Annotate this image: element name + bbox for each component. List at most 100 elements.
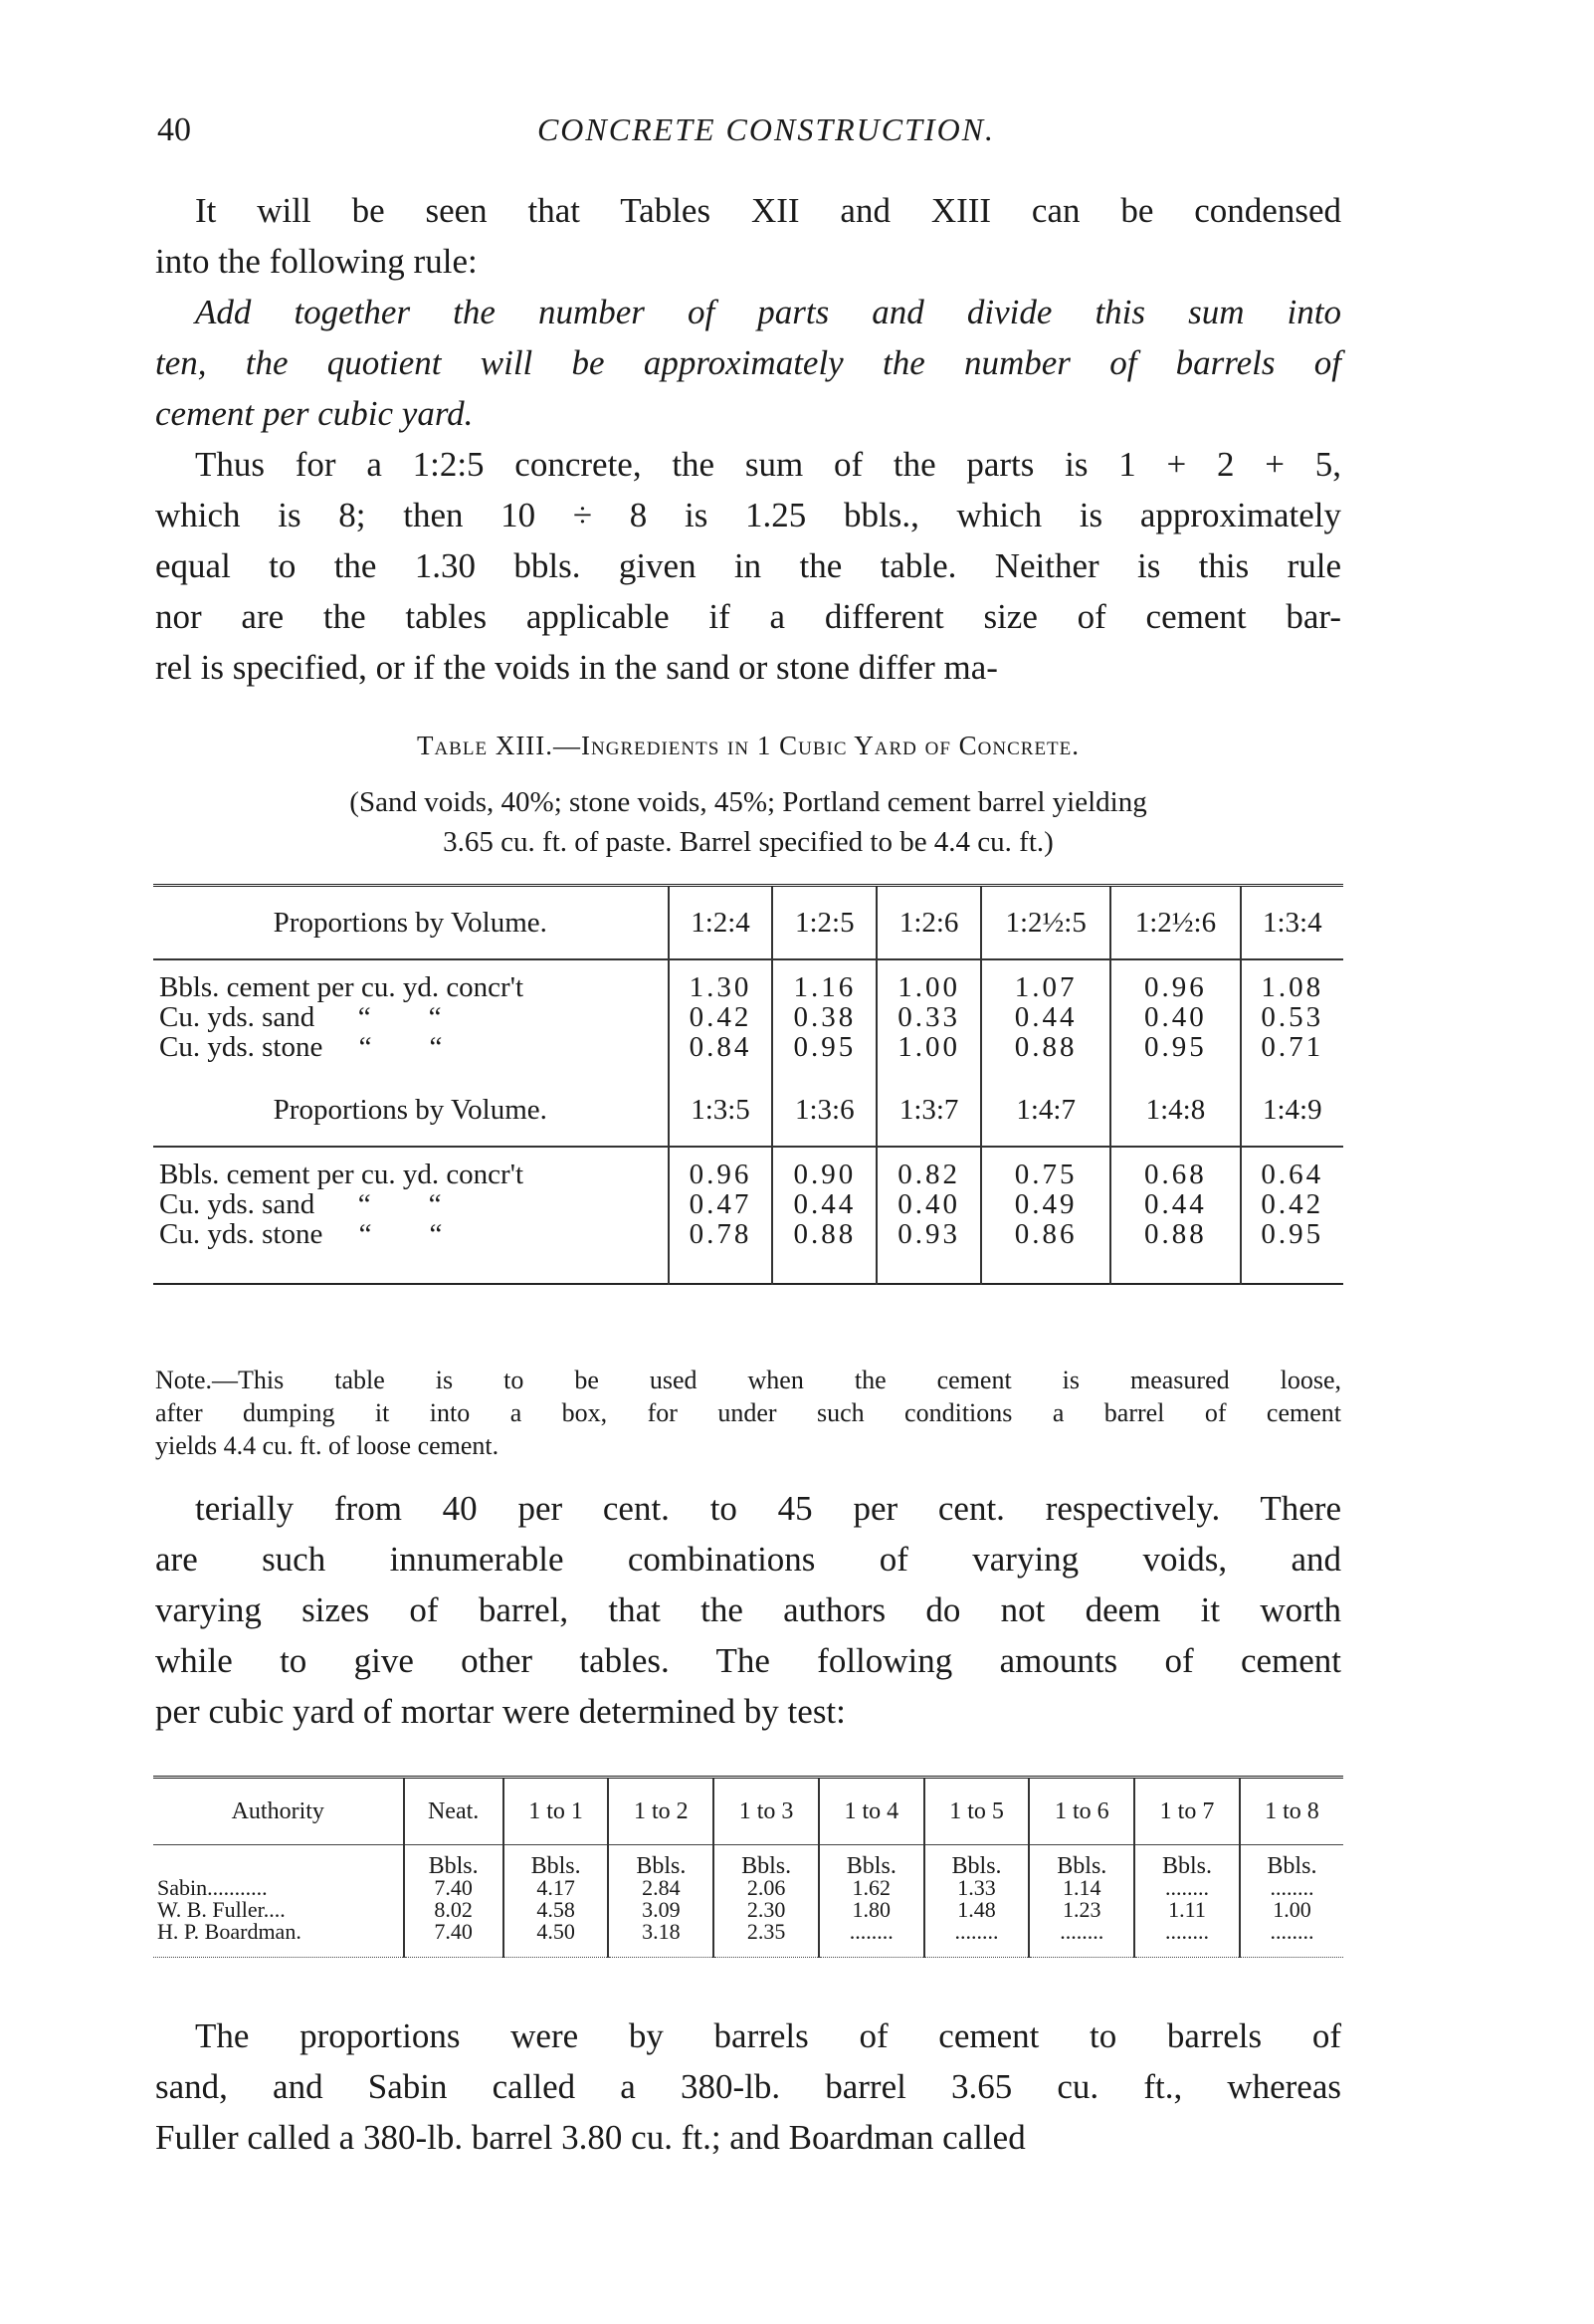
mortar-value: 1.11 (1168, 1897, 1206, 1922)
stone-value: 0.88 (1014, 1031, 1078, 1063)
value-column: Bbls. 7.40 8.02 7.40 (402, 1844, 503, 1958)
proportion-cell: 1:2½:5 (980, 885, 1111, 960)
column-header: 1 to 6 (1028, 1777, 1135, 1845)
page-number: 40 (157, 111, 191, 148)
value-column: Bbls. 2.84 3.09 3.18 (607, 1844, 714, 1958)
column-header: 1 to 5 (922, 1777, 1030, 1845)
stone-value: 0.95 (793, 1031, 857, 1063)
stone-value: 0.71 (1261, 1031, 1324, 1063)
stone-value: 0.88 (793, 1218, 857, 1250)
sand-value: 0.40 (1144, 1001, 1207, 1033)
mortar-value: 4.58 (536, 1897, 575, 1922)
stone-value: 0.88 (1144, 1218, 1207, 1250)
value-cell: 0.75 0.49 0.86 (980, 1147, 1111, 1284)
cement-value: 1.16 (793, 971, 857, 1003)
value-cell: 1.30 0.42 0.84 (667, 959, 773, 1074)
text-line: sand, and Sabin called a 380-lb. barrel … (155, 2067, 1341, 2106)
proportions-header-row: Proportions by Volume. 1:2:4 1:2:5 1:2:6 1:2… (153, 885, 1343, 960)
proportion-cell: 1:4:7 (980, 1074, 1111, 1148)
mortar-value: 3.18 (642, 1919, 681, 1944)
mortar-value: ........ (1165, 1875, 1209, 1900)
authority-name: Sabin........... (157, 1875, 268, 1900)
unit-label: Bbls. (846, 1853, 897, 1879)
proportion-cell: 1:2½:6 (1109, 885, 1241, 960)
proportion-cell: 1:3:6 (771, 1074, 878, 1148)
row-header: Proportions by Volume. (153, 1074, 669, 1148)
row-label: Cu. yds. sand “ “ (159, 1188, 442, 1220)
mortar-value: ........ (1270, 1919, 1314, 1944)
authority-column: Sabin........... W. B. Fuller.... H. P. Bo… (153, 1844, 404, 1958)
proportion-cell: 1:3:7 (876, 1074, 982, 1148)
mortar-value: 1.62 (852, 1875, 892, 1900)
column-header: Neat. (402, 1777, 503, 1845)
paragraph-example: Thus for a 1:2:5 concrete, the sum of th… (155, 439, 1341, 693)
spacer (157, 1855, 399, 1877)
value-cell: 0.68 0.44 0.88 (1109, 1147, 1241, 1284)
row-labels: Bbls. cement per cu. yd. concr't Cu. yds.… (153, 959, 669, 1074)
mortar-value: 4.50 (536, 1919, 575, 1944)
text-line: Thus for a 1:2:5 concrete, the sum of th… (195, 445, 1341, 484)
authority-name: W. B. Fuller.... (157, 1897, 286, 1922)
cement-value: 1.00 (897, 971, 960, 1003)
unit-label: Bbls. (428, 1853, 479, 1879)
text-line: Fuller called a 380-lb. barrel 3.80 cu. … (155, 2118, 1026, 2157)
sand-value: 0.38 (793, 1001, 857, 1033)
sand-value: 0.33 (897, 1001, 960, 1033)
mortar-value: 1.33 (957, 1875, 996, 1900)
value-column: Bbls. 1.62 1.80........ (817, 1844, 924, 1958)
value-cell: 1.08 0.53 0.71 (1239, 959, 1343, 1074)
unit-label: Bbls. (1162, 1853, 1213, 1879)
cement-value: 0.68 (1144, 1159, 1207, 1190)
cement-value: 0.82 (897, 1159, 960, 1190)
text-line: into the following rule: (155, 242, 478, 281)
mortar-value: 1.48 (957, 1897, 996, 1922)
stone-value: 0.95 (1144, 1031, 1207, 1063)
row-label: Cu. yds. sand “ “ (159, 1001, 442, 1033)
row-labels: Bbls. cement per cu. yd. concr't Cu. yds.… (153, 1147, 669, 1284)
unit-label: Bbls. (530, 1853, 581, 1879)
value-cell: 1.00 0.33 1.00 (876, 959, 982, 1074)
column-header: 1 to 7 (1133, 1777, 1240, 1845)
value-cell: 0.96 0.47 0.78 (667, 1147, 773, 1284)
text-line: varying sizes of barrel, that the author… (155, 1590, 1341, 1629)
sand-value: 0.42 (689, 1001, 752, 1033)
text-line: cement per cubic yard. (155, 394, 474, 433)
value-column: Bbls. 1.33 1.48........ (922, 1844, 1030, 1958)
authority-name: H. P. Boardman. (157, 1919, 301, 1944)
cement-value: 0.90 (793, 1159, 857, 1190)
column-header: 1 to 3 (712, 1777, 819, 1845)
cement-value: 1.30 (689, 971, 752, 1003)
sand-value: 0.42 (1261, 1188, 1324, 1220)
text-line: are such innumerable combinations of var… (155, 1540, 1341, 1579)
mortar-value: 1.80 (852, 1897, 892, 1922)
proportion-cell: 1:2:4 (667, 885, 773, 960)
value-cell: 0.82 0.40 0.93 (876, 1147, 982, 1284)
row-label: Cu. yds. stone “ “ (159, 1031, 443, 1063)
unit-label: Bbls. (636, 1853, 687, 1879)
running-title: CONCRETE CONSTRUCTION. (536, 111, 996, 147)
table-note: Note.—This table is to be used when the … (155, 1364, 1341, 1462)
subcaption-line: 3.65 cu. ft. of paste. Barrel specified … (443, 826, 1054, 858)
sand-value: 0.53 (1261, 1001, 1324, 1033)
text-line: which is 8; then 10 ÷ 8 is 1.25 bbls., w… (155, 496, 1341, 534)
mortar-value: 7.40 (434, 1875, 473, 1900)
stone-value: 0.95 (1261, 1218, 1324, 1250)
cement-value: 0.75 (1014, 1159, 1078, 1190)
unit-label: Bbls. (951, 1853, 1002, 1879)
value-cell: 1.16 0.38 0.95 (771, 959, 878, 1074)
text-line: after dumping it into a box, for under s… (155, 1398, 1341, 1427)
text-line: Add together the number of parts and div… (195, 293, 1341, 331)
sand-value: 0.44 (1144, 1188, 1207, 1220)
column-header: 1 to 4 (817, 1777, 924, 1845)
mortar-value: 4.17 (536, 1875, 575, 1900)
table-subcaption: (Sand voids, 40%; stone voids, 45%; Port… (155, 782, 1341, 862)
mortar-value: 1.14 (1063, 1875, 1101, 1900)
text-line: rel is specified, or if the voids in the… (155, 648, 998, 687)
cement-value: 1.07 (1014, 971, 1078, 1003)
paragraph-intro: It will be seen that Tables XII and XIII… (155, 185, 1341, 287)
sand-value: 0.44 (793, 1188, 857, 1220)
value-column: Bbls......... 1.00........ (1238, 1844, 1343, 1958)
unit-label: Bbls. (1057, 1853, 1107, 1879)
value-column: Bbls. 2.06 2.30 2.35 (712, 1844, 819, 1958)
